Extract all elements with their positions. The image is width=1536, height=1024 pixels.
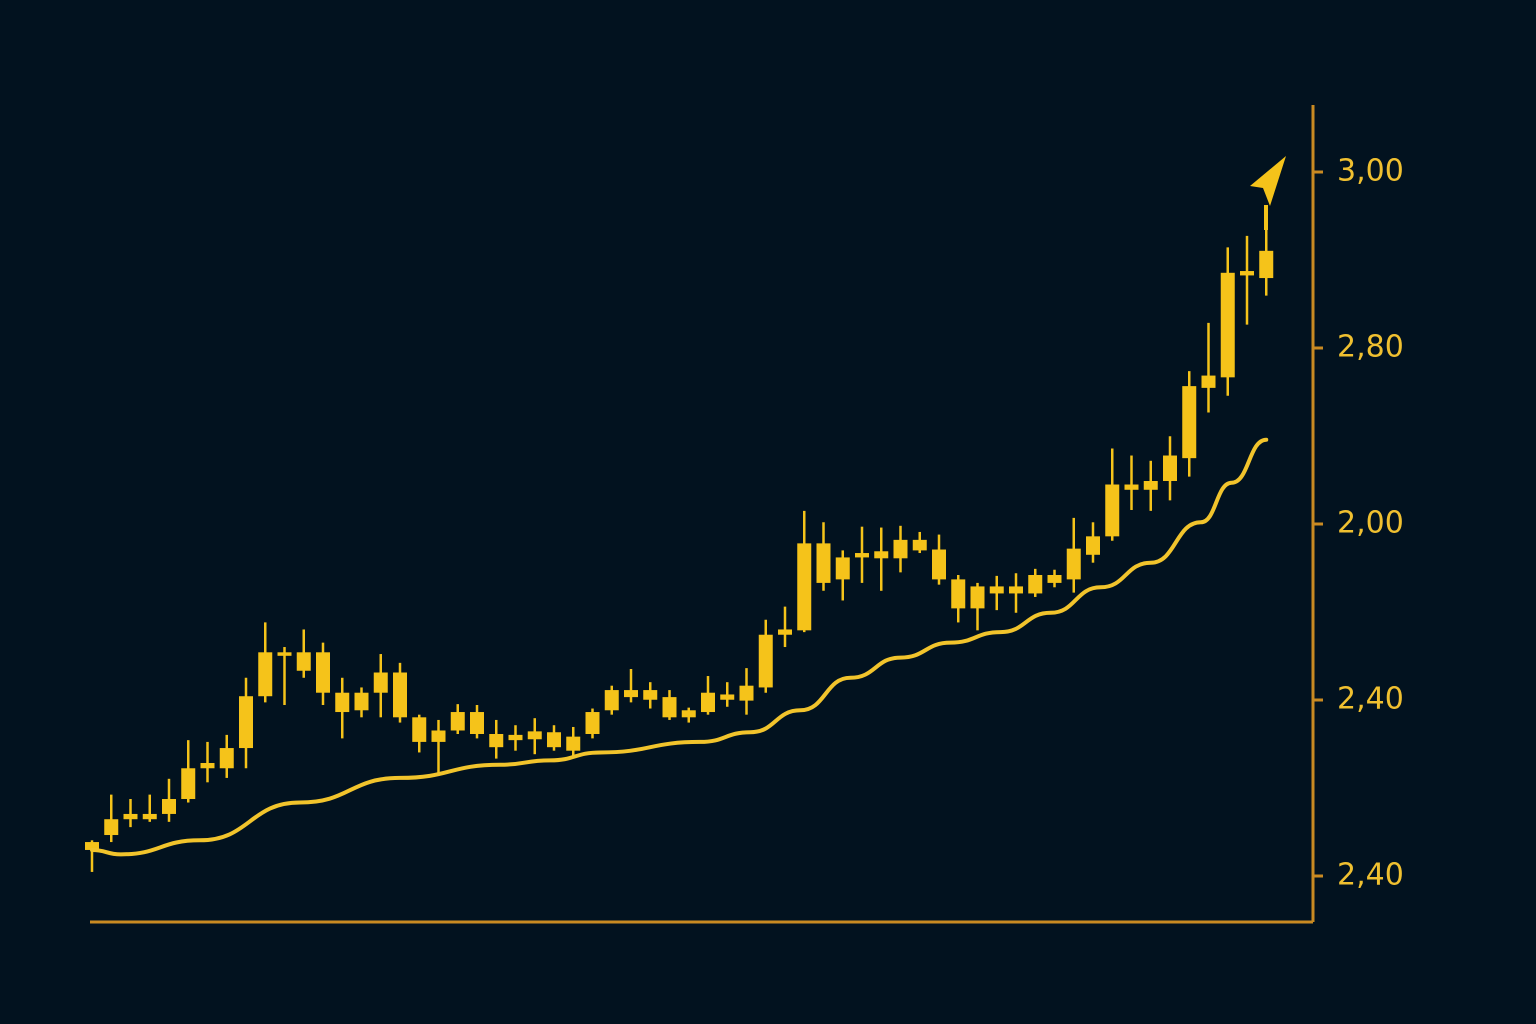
candle-body	[316, 652, 330, 693]
candle-body	[797, 543, 812, 631]
candle-body	[104, 819, 119, 836]
candle-body	[855, 553, 869, 558]
candle-body	[874, 551, 889, 559]
axes: 3,00 2,80 2,00 2,40 2,40	[90, 105, 1404, 924]
candle-body	[701, 692, 715, 713]
candle-body	[1047, 574, 1062, 583]
candle-body	[354, 692, 369, 711]
trend-arrow-head	[1250, 156, 1286, 206]
candle-body	[508, 734, 523, 741]
candle-body	[893, 539, 908, 559]
candle-body	[393, 672, 407, 718]
moving-average-line	[90, 437, 1269, 857]
candle-body	[1220, 272, 1235, 378]
candle-body	[835, 557, 850, 580]
candle-body	[527, 731, 542, 740]
candle-body	[489, 734, 504, 748]
candle-body	[239, 696, 253, 749]
candle-body	[200, 762, 215, 769]
candle-body	[450, 712, 465, 731]
candle-body	[162, 799, 176, 814]
candle-body	[778, 629, 792, 635]
candle-body	[1009, 586, 1023, 594]
candle-body	[258, 652, 273, 697]
y-tick-label: 2,80	[1337, 330, 1404, 365]
candle-body	[912, 539, 927, 551]
y-tick-label: 2,40	[1337, 858, 1404, 893]
candle-body	[816, 543, 831, 583]
candle-body	[662, 697, 677, 718]
candle-body	[1105, 484, 1120, 537]
candle-body	[585, 712, 600, 735]
candle-body	[277, 652, 292, 656]
candle-body	[547, 732, 561, 748]
candle-body	[181, 768, 196, 800]
candle-body	[681, 710, 696, 718]
candle-body	[643, 690, 658, 700]
candle-body	[932, 549, 946, 580]
candle-body	[431, 730, 446, 742]
candle-body	[335, 692, 350, 713]
candle-body	[1028, 574, 1043, 594]
candle-body	[1143, 480, 1158, 490]
candle-body	[624, 690, 638, 698]
candle-body	[951, 579, 966, 609]
y-tick-label: 3,00	[1337, 154, 1404, 189]
plot-area	[85, 213, 1274, 872]
candle-body	[1240, 271, 1254, 276]
candle-body	[1066, 548, 1081, 580]
candle-body	[604, 690, 619, 711]
candle-body	[1086, 536, 1100, 555]
candle-body	[566, 736, 581, 751]
candle-body	[296, 652, 311, 671]
candle-body	[123, 813, 138, 820]
candle-body	[758, 634, 773, 688]
candle-body	[412, 717, 427, 742]
candle-body	[1182, 386, 1197, 459]
candle-body	[470, 712, 484, 735]
candle-body	[85, 842, 99, 850]
candle-body	[720, 694, 735, 700]
candle-body	[970, 586, 985, 609]
candle-body	[373, 672, 388, 693]
y-tick-label: 2,00	[1337, 506, 1404, 541]
candle-body	[142, 813, 157, 820]
candle-body	[1124, 484, 1139, 490]
candle-body	[219, 748, 234, 769]
candle-body	[1163, 455, 1177, 481]
candle-body	[989, 586, 1004, 594]
candle-body	[1201, 375, 1216, 388]
candle-body	[1259, 250, 1274, 279]
candle-body	[739, 685, 754, 701]
y-tick-label: 2,40	[1337, 682, 1404, 717]
